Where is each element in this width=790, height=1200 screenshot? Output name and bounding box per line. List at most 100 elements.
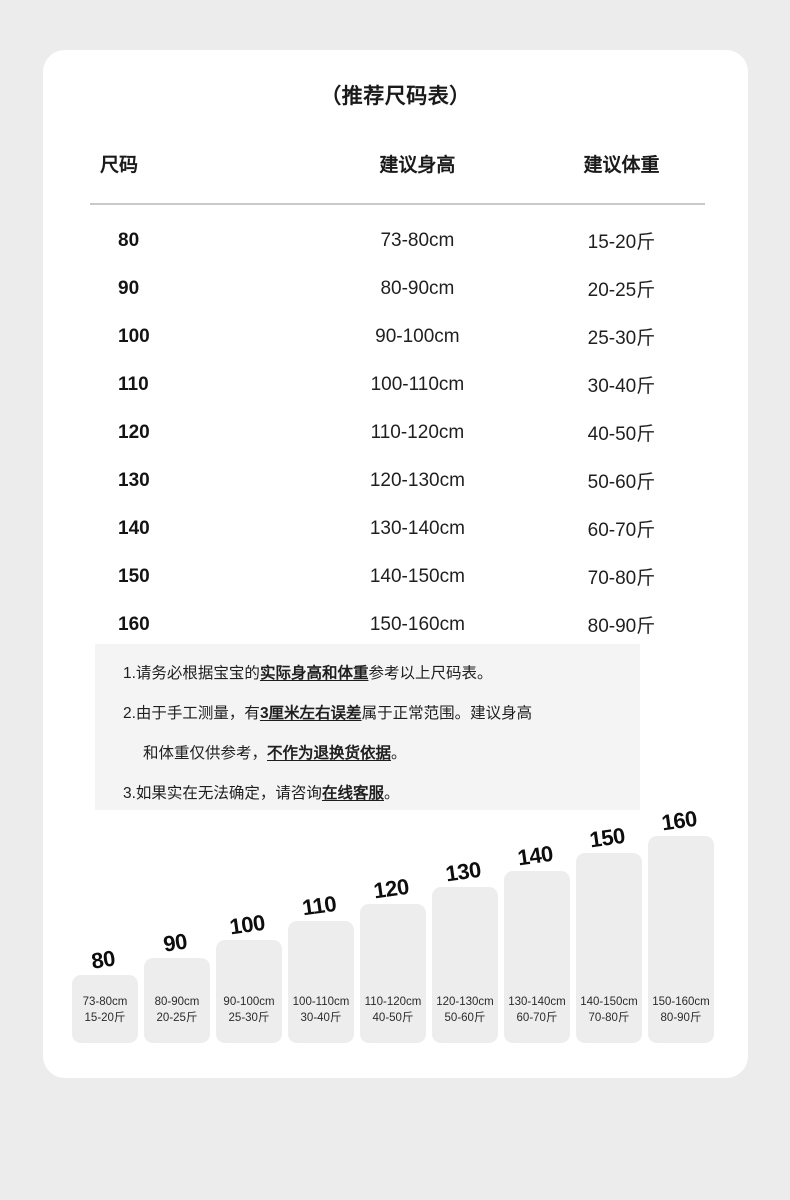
cell-size: 120 — [118, 421, 150, 443]
bar-height-range: 120-130cm — [436, 995, 494, 1008]
bar-height-range: 80-90cm — [154, 995, 200, 1008]
table-row: 140 130-140cm 60-70斤 — [90, 505, 705, 553]
note-2-emphasis: 3厘米左右误差 — [259, 705, 362, 722]
column-header-height: 建议身高 — [379, 155, 456, 176]
cell-weight: 20-25斤 — [587, 280, 656, 301]
size-bar-chart: 80 73-80cm 15-20斤 90 80-90cm 20-25斤 100 … — [72, 806, 732, 1043]
bar-rect — [504, 871, 570, 1043]
cell-size: 150 — [118, 565, 150, 587]
bar-weight-range: 80-90斤 — [660, 1012, 702, 1025]
bar-height-range: 100-110cm — [292, 995, 350, 1008]
size-table-body: 80 73-80cm 15-20斤 90 80-90cm 20-25斤 100 … — [90, 204, 705, 649]
note-item-1: 1.请务必根据宝宝的实际身高和体重参考以上尺码表。 — [123, 666, 492, 682]
cell-height: 110-120cm — [370, 421, 465, 443]
cell-weight: 70-80斤 — [587, 568, 656, 589]
table-row: 80 73-80cm 15-20斤 — [90, 204, 705, 265]
cell-size: 110 — [118, 373, 149, 395]
note-1-emphasis: 实际身高和体重 — [259, 665, 369, 682]
bar-meta: 100-110cm 30-40斤 — [288, 994, 354, 1027]
cell-weight: 15-20斤 — [587, 232, 656, 253]
cell-height: 100-110cm — [370, 373, 465, 395]
bar-meta: 80-90cm 20-25斤 — [144, 994, 210, 1027]
note-2-prefix: 2.由于手工测量，有 — [123, 705, 260, 722]
note-item-3: 3.如果实在无法确定，请咨询在线客服。 — [123, 786, 399, 802]
bar-rect — [576, 853, 642, 1043]
cell-size: 160 — [118, 613, 150, 635]
cell-size: 100 — [118, 325, 150, 347]
cell-height: 120-130cm — [369, 469, 465, 491]
bar-weight-range: 40-50斤 — [372, 1012, 414, 1025]
table-row: 130 120-130cm 50-60斤 — [90, 457, 705, 505]
bar-height-range: 150-160cm — [652, 995, 710, 1008]
bar-meta: 110-120cm 40-50斤 — [360, 994, 426, 1027]
size-table-head: 尺码 建议身高 建议体重 — [90, 150, 705, 204]
cell-height: 80-90cm — [380, 277, 455, 299]
cell-weight: 80-90斤 — [587, 616, 656, 637]
bar-height-range: 73-80cm — [82, 995, 128, 1008]
table-row: 160 150-160cm 80-90斤 — [90, 601, 705, 649]
table-row: 150 140-150cm 70-80斤 — [90, 553, 705, 601]
column-header-size: 尺码 — [100, 155, 139, 176]
bar-size-label: 150 — [587, 822, 627, 853]
bar-meta: 130-140cm 60-70斤 — [504, 994, 570, 1027]
note-item-2-continued: 和体重仅供参考，不作为退换货依据。 — [143, 746, 407, 762]
bar-size-label: 120 — [371, 873, 411, 904]
bar-size-label: 90 — [161, 928, 189, 957]
bar-rect — [288, 921, 354, 1043]
cell-weight: 50-60斤 — [587, 472, 656, 493]
cell-weight: 60-70斤 — [587, 520, 656, 541]
bar-rect — [144, 958, 210, 1043]
table-row: 110 100-110cm 30-40斤 — [90, 361, 705, 409]
cell-weight: 40-50斤 — [587, 424, 656, 445]
note-2-suffix: 属于正常范围。建议身高 — [361, 705, 533, 722]
note-2b-emphasis: 不作为退换货依据 — [267, 745, 392, 762]
bar-weight-range: 15-20斤 — [84, 1012, 126, 1025]
bar-meta: 150-160cm 80-90斤 — [648, 994, 714, 1027]
table-row: 90 80-90cm 20-25斤 — [90, 265, 705, 313]
bar-height-range: 140-150cm — [580, 995, 638, 1008]
bar-height-range: 130-140cm — [508, 995, 566, 1008]
bar-size-label: 100 — [227, 909, 267, 940]
cell-height: 73-80cm — [380, 229, 455, 251]
cell-height: 150-160cm — [369, 613, 465, 635]
column-header-weight: 建议体重 — [583, 155, 660, 176]
note-3-suffix: 。 — [383, 785, 400, 802]
size-table: 尺码 建议身高 建议体重 80 73-80cm 15-20斤 90 80-90c… — [90, 150, 705, 649]
bar-meta: 90-100cm 25-30斤 — [216, 994, 282, 1027]
page-title: （推荐尺码表） — [320, 85, 471, 108]
bar-size-label: 130 — [443, 856, 483, 887]
note-item-2: 2.由于手工测量，有3厘米左右误差属于正常范围。建议身高 — [123, 706, 532, 722]
cell-weight: 30-40斤 — [587, 376, 656, 397]
bar-size-label: 160 — [659, 805, 699, 836]
table-row: 100 90-100cm 25-30斤 — [90, 313, 705, 361]
cell-height: 90-100cm — [375, 325, 460, 347]
note-1-suffix: 参考以上尺码表。 — [368, 665, 493, 682]
bar-meta: 73-80cm 15-20斤 — [72, 994, 138, 1027]
bar-weight-range: 70-80斤 — [588, 1012, 630, 1025]
cell-size: 80 — [118, 229, 140, 251]
bar-size-label: 140 — [515, 840, 555, 871]
bar-weight-range: 50-60斤 — [444, 1012, 486, 1025]
bar-meta: 140-150cm 70-80斤 — [576, 994, 642, 1027]
size-chart-card: （推荐尺码表） 尺码 建议身高 建议体重 80 73-80cm 15-20斤 9… — [43, 50, 748, 1078]
bar-size-label: 80 — [89, 945, 117, 974]
note-3-prefix: 3.如果实在无法确定，请咨询 — [123, 785, 322, 802]
cell-size: 90 — [118, 277, 140, 299]
cell-size: 130 — [118, 469, 150, 491]
bar-rect — [648, 836, 714, 1043]
cell-weight: 25-30斤 — [587, 328, 656, 349]
bar-size-label: 110 — [300, 890, 338, 921]
bar-meta: 120-130cm 50-60斤 — [432, 994, 498, 1027]
note-2b-prefix: 和体重仅供参考， — [143, 745, 268, 762]
bar-weight-range: 30-40斤 — [300, 1012, 342, 1025]
bar-rect — [360, 904, 426, 1043]
cell-height: 130-140cm — [369, 517, 465, 539]
cell-size: 140 — [118, 517, 150, 539]
bar-height-range: 110-120cm — [364, 995, 422, 1008]
table-header-row: 尺码 建议身高 建议体重 — [90, 150, 705, 204]
bar-height-range: 90-100cm — [223, 995, 275, 1008]
bar-rect — [216, 940, 282, 1043]
bar-weight-range: 20-25斤 — [156, 1012, 198, 1025]
bar-weight-range: 25-30斤 — [228, 1012, 270, 1025]
table-row: 120 110-120cm 40-50斤 — [90, 409, 705, 457]
